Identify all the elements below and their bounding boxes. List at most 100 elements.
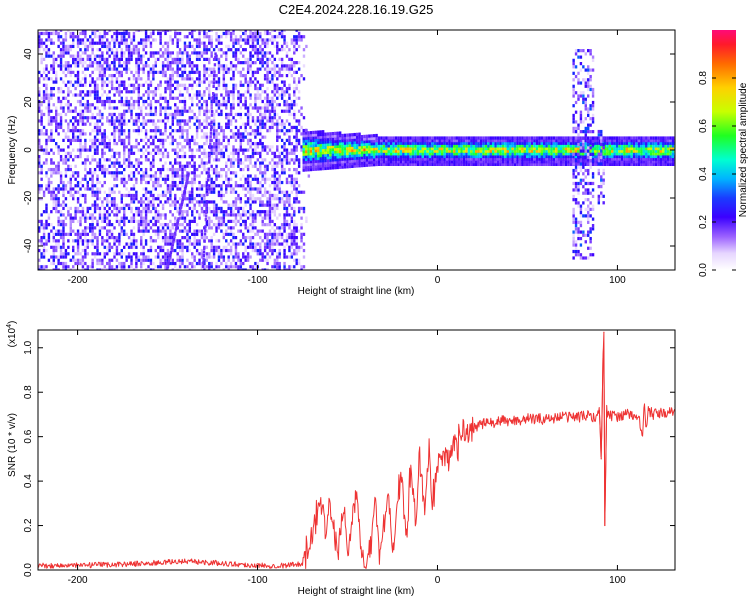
spectrogram-cell (210, 236, 213, 240)
spectrogram-cell (103, 265, 106, 269)
spectrogram-cell (101, 122, 104, 126)
spectrogram-cell (123, 138, 126, 142)
spectrogram-cell (321, 140, 325, 144)
spectrogram-cell (166, 64, 170, 68)
spectrogram-cell (157, 184, 160, 188)
spectrogram-cell (137, 54, 140, 58)
spectrogram-cell (144, 31, 148, 36)
spectrogram-cell (271, 245, 274, 249)
spectrogram-cell (52, 255, 55, 259)
spectrogram-cell (198, 77, 201, 81)
spectrogram-cell (212, 180, 216, 185)
spectrogram-cell (47, 48, 51, 52)
spectrogram-cell (154, 38, 158, 42)
spectrogram-cell (47, 77, 51, 81)
spectrogram-cell (203, 64, 206, 68)
spectrogram-cell (152, 74, 155, 78)
spectrogram-cell (278, 57, 281, 61)
spectrogram-cell (244, 77, 247, 81)
spectrogram-cell (220, 151, 223, 155)
spectrogram-cell (302, 35, 306, 39)
spectrogram-cell (91, 265, 94, 269)
spectrogram-cell (64, 35, 68, 39)
spectrogram-cell (244, 223, 247, 227)
spectrogram-cell (263, 96, 267, 100)
spectrogram-cell (55, 119, 58, 123)
spectrogram-cell (293, 151, 296, 155)
spectrogram-cell (193, 219, 196, 223)
spectrogram-cell (93, 151, 97, 155)
spectrogram-cell (164, 122, 167, 126)
spectrogram-cell (234, 125, 238, 130)
spectrogram-cell (176, 187, 179, 191)
spectrogram-cell (103, 190, 106, 194)
spectrogram-cell (115, 54, 119, 58)
spectrogram-cell (254, 96, 257, 100)
spectrogram-cell (205, 67, 209, 71)
spectrogram-cell (144, 226, 148, 230)
spectrogram-cell (135, 242, 138, 246)
spectrogram-cell (166, 184, 170, 188)
spectrogram-cell (106, 213, 109, 217)
spectrogram-cell (72, 93, 75, 97)
spectrogram-cell (123, 86, 126, 91)
spectrogram-cell (113, 41, 116, 45)
spectrogram-cell (137, 158, 140, 162)
spectrogram-cell (67, 155, 70, 159)
spectrogram-cell (120, 193, 123, 198)
spectrogram-cell (144, 155, 148, 159)
spectrogram-cell (108, 245, 111, 249)
spectrogram-cell (115, 70, 119, 74)
spectrogram-cell (127, 51, 131, 55)
spectrogram-cell (229, 122, 233, 126)
spectrogram-cell (96, 239, 99, 243)
spectrogram-cell (59, 232, 63, 236)
spectrogram-cell (259, 38, 262, 42)
spectrogram-cell (343, 141, 347, 145)
spectrogram-cell (212, 223, 216, 227)
spectrogram-cell (285, 106, 289, 110)
spectrogram-cell (166, 48, 170, 52)
spectrogram-cell (76, 174, 80, 178)
spectrogram-cell (62, 255, 65, 259)
spectrogram-cell (193, 167, 196, 172)
spectrogram-cell (106, 61, 109, 65)
spectrogram-cell (380, 154, 383, 159)
spectrogram-cell (254, 145, 257, 149)
spectrogram-cell (79, 38, 82, 42)
spectrogram-cell (368, 163, 371, 167)
spectrogram-cell (110, 74, 114, 78)
spectrogram-cell (363, 150, 366, 154)
spectrogram-cell (402, 141, 405, 145)
spectrogram-cell (161, 142, 165, 146)
spectrogram-cell (120, 180, 123, 185)
spectrogram-cell (62, 148, 65, 152)
spectrogram-cell (304, 147, 308, 151)
spectrogram-cell (101, 86, 104, 91)
spectrogram-cell (210, 70, 213, 74)
spectrogram-cell (149, 51, 153, 55)
spectrogram-cell (363, 140, 366, 144)
spectrogram-cell (341, 133, 344, 138)
spectrogram-cell (242, 187, 245, 191)
spectrogram-cell (239, 74, 243, 78)
spectrogram-cell (195, 119, 199, 123)
spectrogram-cell (273, 122, 277, 126)
spectrogram-cell (47, 119, 51, 123)
spectrogram-cell (324, 137, 327, 142)
spectrogram-cell (302, 255, 306, 259)
spectrogram-cell (59, 255, 63, 259)
spectrogram-cell (120, 142, 123, 146)
spectrogram-cell (338, 160, 342, 164)
spectrogram-cell (106, 193, 109, 198)
spectrogram-cell (307, 149, 310, 153)
spectrogram-cell (72, 135, 75, 139)
spectrogram-cell (57, 223, 60, 227)
spectrogram-cell (123, 216, 126, 220)
spectrogram-cell (84, 197, 87, 201)
spectrogram-cell (334, 158, 337, 162)
spectrogram-cell (341, 162, 344, 167)
spectrogram-cell (144, 122, 148, 126)
spectrogram-cell (222, 138, 226, 142)
spectrogram-cell (42, 31, 46, 36)
